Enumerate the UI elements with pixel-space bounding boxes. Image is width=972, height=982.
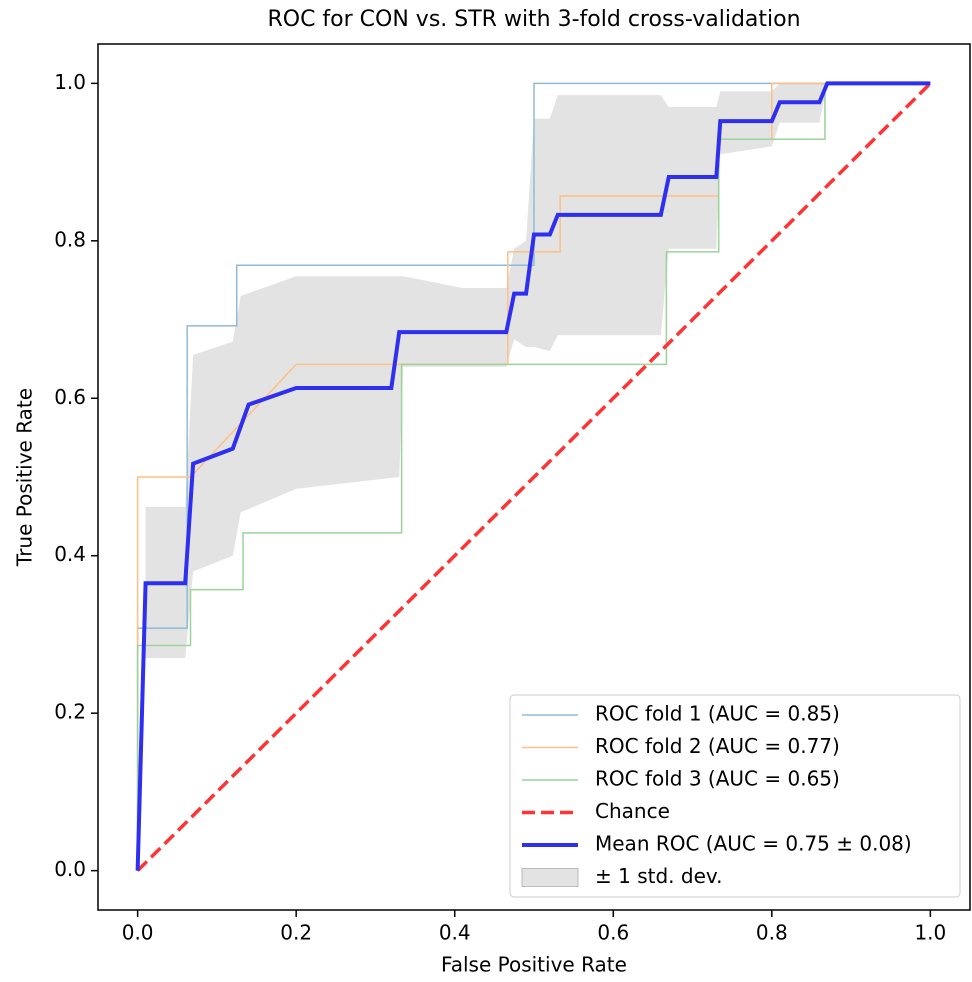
chart-title: ROC for CON vs. STR with 3-fold cross-va… [267,7,800,32]
y-tick-label: 1.0 [54,70,86,94]
legend-label: Chance [595,799,670,823]
x-tick-label: 0.8 [756,921,788,945]
x-tick-label: 0.4 [439,921,471,945]
roc-line [135,81,931,871]
y-tick-label: 0.6 [54,385,86,409]
roc-line [136,82,931,871]
legend-label: ± 1 std. dev. [595,864,723,888]
y-tick-label: 0.8 [54,227,86,251]
y-tick-label: 0.4 [54,542,86,566]
y-tick-label: 0.2 [54,700,86,724]
x-tick-label: 1.0 [914,921,946,945]
y-axis-label: True Positive Rate [13,388,37,567]
x-tick-label: 0.0 [122,921,154,945]
plot-frame [97,43,971,911]
roc-line [136,82,932,872]
legend-label: ROC fold 3 (AUC = 0.65) [595,767,840,791]
legend-handle [521,868,579,887]
legend-label: Mean ROC (AUC = 0.75 ± 0.08) [595,832,912,856]
std-band [145,83,931,659]
x-tick-label: 0.2 [280,921,312,945]
x-tick-label: 0.6 [597,921,629,945]
legend: ROC fold 1 (AUC = 0.85) ROC fold 2 (AUC =… [509,694,961,898]
x-axis-label: False Positive Rate [441,953,627,977]
y-tick-label: 0.0 [54,857,86,881]
legend-label: ROC fold 2 (AUC = 0.77) [595,734,840,758]
roc-line [136,82,931,871]
legend-label: ROC fold 1 (AUC = 0.85) [595,702,840,726]
legend-frame [509,694,961,898]
